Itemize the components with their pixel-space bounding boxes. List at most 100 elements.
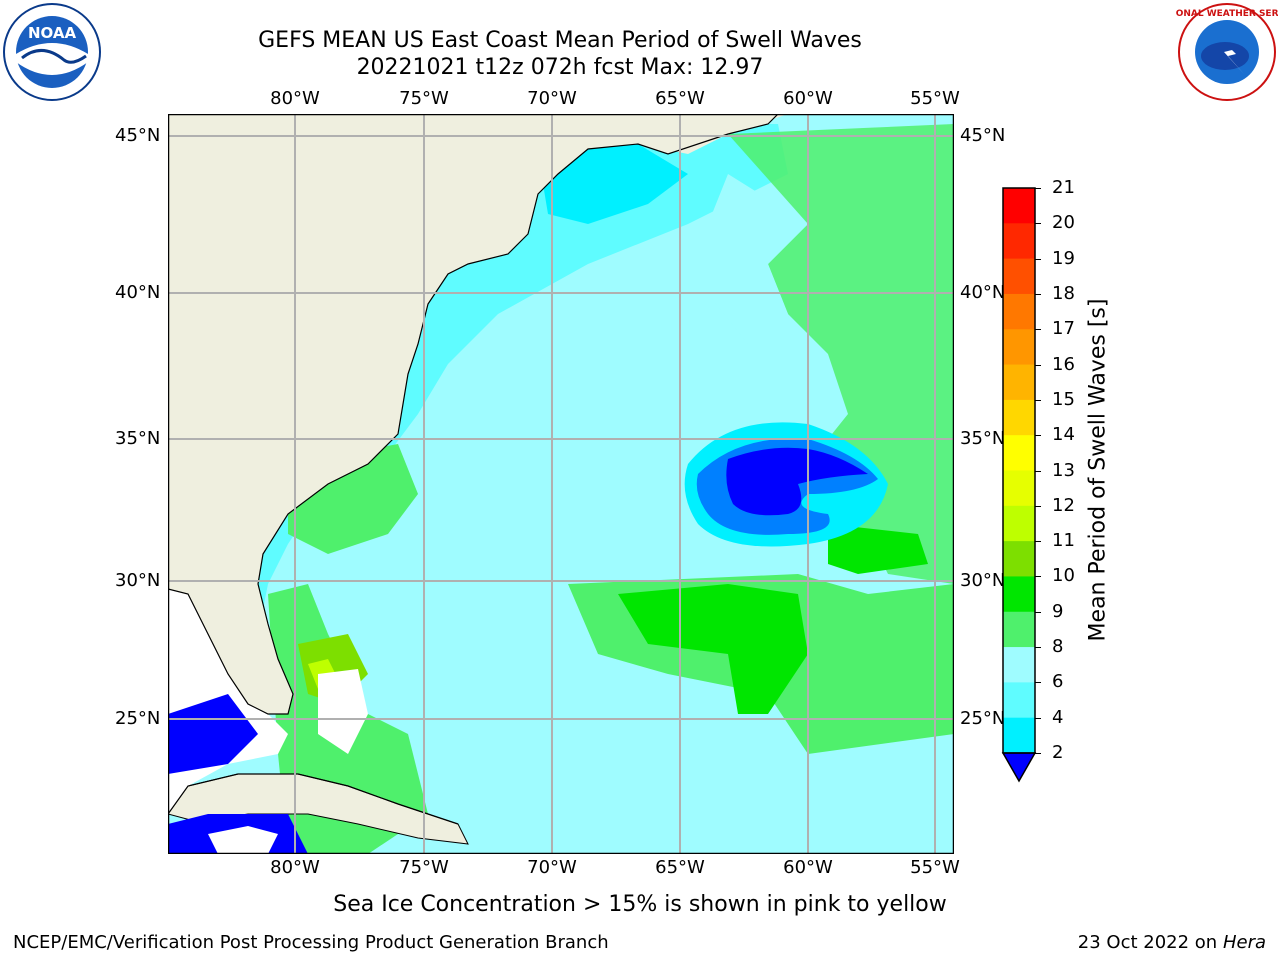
colorbar-segment: [1003, 505, 1035, 542]
sea-ice-note: Sea Ice Concentration > 15% is shown in …: [333, 892, 947, 917]
colorbar-tick-mark: [1035, 753, 1041, 754]
colorbar-tick-mark: [1035, 223, 1041, 225]
lat-label-left-40n: 40°N: [115, 282, 161, 303]
lat-label-right-45n: 45°N: [960, 125, 1006, 146]
colorbar-tick-label: 19: [1052, 247, 1075, 269]
offshore-light-area: [708, 174, 808, 344]
colorbar-segment: [1003, 329, 1035, 366]
low-period-core: [726, 447, 868, 516]
lat-label-right-40n: 40°N: [960, 282, 1006, 303]
gulf-of-maine-region: [538, 144, 688, 224]
colorbar-tick-mark: [1035, 541, 1041, 543]
lat-label-left-30n: 30°N: [115, 570, 161, 591]
lat-label-right-35n: 35°N: [960, 428, 1006, 449]
lat-label-left-35n: 35°N: [115, 428, 161, 449]
lon-label-bottom-60w: 60°W: [783, 857, 833, 878]
lat-label-right-30n: 30°N: [960, 570, 1006, 591]
noaa-logo-text: NOAA: [28, 24, 77, 42]
colorbar-tick-mark: [1035, 682, 1041, 684]
swell-core-10-11: [618, 584, 808, 714]
lat-label-left-25n: 25°N: [115, 708, 161, 729]
lon-label-bottom-75w: 75°W: [399, 857, 449, 878]
colorbar-tick-label: 11: [1052, 530, 1075, 552]
nws-logo: NATIONAL WEATHER SERVICE: [1152, 2, 1280, 102]
map-frame: [168, 114, 954, 854]
colorbar-segment: [1003, 611, 1035, 648]
gulf-low-period: [168, 694, 258, 774]
colorbar-segment: [1003, 470, 1035, 507]
nova-scotia-land: [638, 114, 788, 154]
colorbar-tick-mark: [1035, 364, 1041, 366]
colorbar-segment: [1003, 293, 1035, 330]
colorbar-tick-mark: [1035, 188, 1041, 189]
cuba-coastline: [168, 773, 459, 825]
footer-date: 23 Oct 2022 on Hera: [1078, 933, 1266, 953]
chart-subtitle: 20221021 t12z 072h fcst Max: 12.97: [356, 55, 764, 80]
colorbar-tick-label: 10: [1052, 565, 1075, 587]
lon-label-bottom-80w: 80°W: [270, 857, 320, 878]
colorbar-tick-mark: [1035, 611, 1041, 613]
colorbar-tick-label: 4: [1052, 706, 1064, 728]
lon-label-top-65w: 65°W: [655, 88, 705, 109]
footer-machine: Hera: [1222, 932, 1266, 953]
colorbar-segment: [1003, 541, 1035, 577]
noaa-logo: NOAA: [2, 2, 102, 102]
northeast-swell-area: [728, 124, 954, 584]
colorbar-extend-arrow: [1001, 752, 1037, 783]
colorbar-segment: [1003, 223, 1035, 260]
colorbar-tick-label: 21: [1052, 177, 1075, 198]
lon-label-top-75w: 75°W: [399, 88, 449, 109]
nws-logo-text: NATIONAL WEATHER SERVICE: [1176, 9, 1278, 19]
colorbar-tick-mark: [1035, 399, 1041, 401]
coastline: [168, 114, 779, 715]
colorbar-tick-mark: [1035, 293, 1041, 295]
colorbar-tick-mark: [1035, 576, 1041, 578]
colorbar-tick-label: 16: [1052, 353, 1075, 375]
lon-label-top-60w: 60°W: [783, 88, 833, 109]
colorbar-tick-mark: [1035, 435, 1041, 437]
lon-label-top-55w: 55°W: [910, 88, 960, 109]
colorbar-tick-mark: [1035, 329, 1041, 331]
north-america-land: [168, 114, 778, 714]
colorbar-segment: [1003, 717, 1035, 754]
colorbar-tick-label: 2: [1052, 742, 1064, 763]
colorbar-segment: [1003, 647, 1035, 683]
lon-label-bottom-55w: 55°W: [910, 857, 960, 878]
lon-label-bottom-70w: 70°W: [527, 857, 577, 878]
colorbar-tick-mark: [1035, 470, 1041, 472]
colorbar-segment: [1003, 682, 1035, 719]
colorbar-tick-mark: [1035, 505, 1041, 507]
lon-label-top-70w: 70°W: [527, 88, 577, 109]
colorbar-tick-label: 12: [1052, 494, 1075, 516]
colorbar-tick-mark: [1035, 258, 1041, 260]
colorbar-tick-label: 15: [1052, 388, 1075, 410]
map-panel: [168, 114, 954, 854]
colorbar-tick-label: 8: [1052, 636, 1064, 658]
colorbar-segment: [1003, 364, 1035, 401]
colorbar-tick-label: 17: [1052, 318, 1075, 340]
colorbar-segment: [1003, 435, 1035, 471]
colorbar-label: Mean Period of Swell Waves [s]: [1085, 298, 1111, 642]
colorbar-segment: [1003, 399, 1035, 436]
lat-label-right-25n: 25°N: [960, 708, 1006, 729]
colorbar-tick-label: 6: [1052, 671, 1064, 693]
colorbar-tick-mark: [1035, 717, 1041, 719]
footer-branch: NCEP/EMC/Verification Post Processing Pr…: [13, 932, 609, 953]
colorbar-tick-label: 14: [1052, 424, 1075, 446]
colorbar-tick-label: 13: [1052, 459, 1075, 481]
footer-date-text: 23 Oct 2022 on: [1077, 932, 1218, 953]
colorbar-segment: [1003, 258, 1035, 295]
graticule: [168, 114, 954, 854]
swell-patch-east: [828, 524, 928, 574]
colorbar-tick-mark: [1035, 647, 1041, 649]
colorbar-tick-label: 18: [1052, 282, 1075, 304]
colorbar-tick-label: 9: [1052, 600, 1064, 622]
caribbean-mask: [208, 826, 278, 854]
colorbar-segment: [1003, 576, 1035, 613]
lat-label-left-45n: 45°N: [115, 125, 161, 146]
bahamas-bank: [318, 669, 368, 754]
colorbar: [1001, 187, 1037, 783]
lon-label-bottom-65w: 65°W: [655, 857, 705, 878]
colorbar-tick-label: 20: [1052, 212, 1075, 234]
chart-title: GEFS MEAN US East Coast Mean Period of S…: [258, 28, 862, 53]
